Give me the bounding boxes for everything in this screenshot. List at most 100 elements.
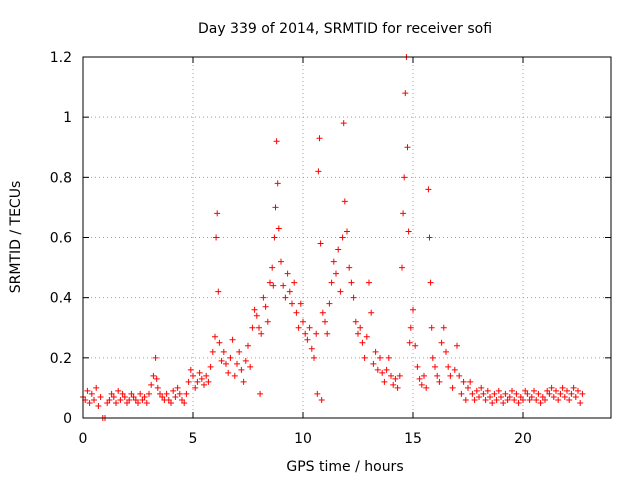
data-point: [256, 324, 262, 331]
data-point: [377, 354, 383, 361]
data-point: [438, 339, 445, 346]
data-point: [311, 354, 317, 361]
data-point: [130, 393, 137, 400]
data-point: [128, 390, 135, 397]
data-point: [423, 384, 430, 391]
data-point: [273, 138, 280, 145]
data-point: [267, 279, 273, 286]
data-point: [577, 399, 584, 406]
data-point: [139, 396, 146, 403]
data-point: [390, 381, 397, 388]
y-tick-label: 0.2: [50, 351, 72, 367]
data-point: [426, 234, 433, 241]
data-point: [399, 264, 405, 271]
data-point: [262, 303, 269, 310]
data-point: [322, 318, 328, 325]
data-point: [330, 258, 337, 265]
data-point: [247, 363, 254, 370]
data-point: [245, 342, 251, 349]
data-point: [404, 144, 411, 151]
data-point: [491, 390, 498, 397]
data-point: [220, 348, 227, 355]
data-point: [513, 390, 520, 397]
data-point: [335, 246, 342, 253]
data-point: [428, 324, 435, 331]
data-point: [429, 354, 436, 361]
data-point: [579, 390, 586, 397]
data-point: [482, 396, 489, 403]
data-point: [480, 390, 487, 397]
data-point: [306, 324, 313, 331]
data-point: [209, 348, 216, 355]
data-point: [240, 378, 247, 385]
data-point: [559, 384, 566, 391]
data-point: [106, 396, 113, 403]
data-point: [257, 390, 264, 397]
data-point: [119, 390, 126, 397]
data-point: [179, 396, 185, 403]
data-point: [427, 279, 434, 286]
data-point: [91, 396, 97, 403]
data-point: [478, 384, 485, 391]
x-tick-label: 10: [294, 431, 312, 447]
data-point: [440, 324, 447, 331]
data-point: [260, 294, 267, 301]
data-point: [539, 393, 546, 400]
x-tick-label: 15: [404, 431, 422, 447]
data-point: [215, 288, 222, 295]
data-point: [174, 384, 181, 391]
data-point: [270, 282, 277, 289]
data-point: [546, 390, 553, 397]
data-point: [476, 393, 482, 400]
data-point: [489, 399, 496, 406]
data-point: [363, 333, 370, 340]
data-point: [308, 345, 315, 352]
data-point: [229, 336, 236, 343]
grid: [83, 57, 611, 418]
data-point: [401, 174, 408, 181]
data-point: [295, 324, 302, 331]
data-point: [192, 384, 199, 391]
data-point: [212, 333, 218, 340]
data-point: [272, 204, 279, 211]
data-point: [566, 396, 573, 403]
data-point: [196, 369, 203, 376]
data-point: [258, 330, 265, 337]
data-point: [432, 363, 438, 370]
data-point: [284, 270, 291, 277]
data-point: [469, 390, 476, 397]
data-point: [524, 390, 531, 397]
data-point: [157, 390, 163, 397]
data-point: [407, 324, 414, 331]
data-point: [97, 393, 104, 400]
data-point: [355, 330, 361, 337]
data-point: [88, 390, 95, 397]
y-tick-label: 0.8: [50, 170, 72, 186]
data-point: [302, 330, 309, 337]
data-point: [137, 390, 144, 397]
data-point: [460, 378, 467, 385]
data-point: [418, 381, 425, 388]
data-point: [172, 393, 179, 400]
data-point: [346, 264, 353, 271]
data-point: [324, 330, 331, 337]
data-point: [544, 387, 551, 394]
data-point: [447, 372, 454, 379]
data-point: [340, 120, 347, 127]
data-point: [473, 387, 480, 394]
y-tick-label: 1: [63, 110, 72, 126]
data-point: [561, 393, 568, 400]
data-point: [95, 402, 102, 409]
data-point: [451, 366, 458, 373]
data-point: [526, 396, 533, 403]
data-point: [535, 390, 542, 397]
y-tick-label: 0: [63, 411, 72, 427]
data-point: [410, 306, 416, 313]
data-point: [493, 396, 500, 403]
data-point: [93, 384, 100, 391]
data-point: [213, 234, 220, 241]
data-point: [504, 396, 511, 403]
data-point: [234, 360, 240, 367]
data-point: [568, 390, 575, 397]
